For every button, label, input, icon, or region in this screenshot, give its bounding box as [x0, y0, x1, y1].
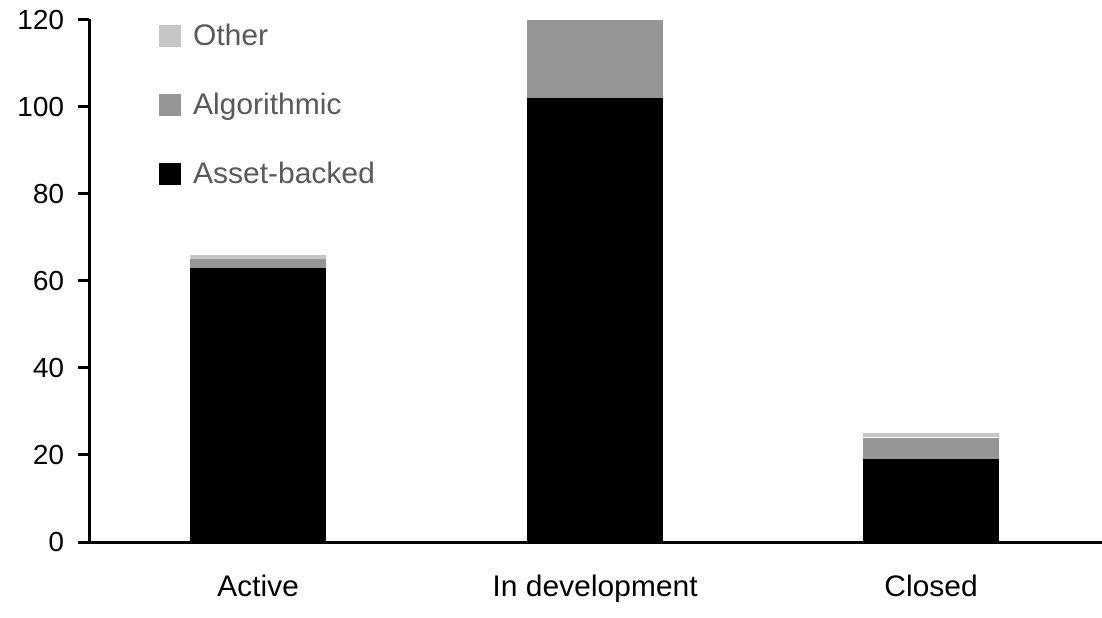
- legend-item-asset-backed: Asset-backed: [159, 159, 375, 189]
- bar-segment-asset-backed-active: [190, 267, 326, 542]
- x-axis-line: [78, 541, 1102, 544]
- bar-segment-algorithmic-closed: [863, 437, 999, 460]
- legend-label-other: Other: [193, 19, 269, 52]
- y-tick-label: 0: [48, 526, 64, 557]
- y-tick-mark: [78, 18, 89, 21]
- y-tick-mark: [78, 540, 89, 544]
- legend-label-algorithmic: Algorithmic: [193, 88, 342, 121]
- x-axis-label-closed: Closed: [884, 570, 978, 603]
- y-tick-label: 40: [32, 351, 64, 383]
- bar-segment-algorithmic-active: [190, 258, 326, 268]
- legend-item-algorithmic: Algorithmic: [159, 90, 375, 120]
- y-tick-label: 100: [17, 90, 64, 122]
- y-tick-mark: [78, 105, 89, 109]
- y-tick-label: 120: [17, 3, 64, 35]
- bar-segment-other-active: [190, 254, 326, 259]
- legend-swatch-other: [159, 25, 181, 47]
- bar-segment-algorithmic-in-development: [527, 19, 663, 98]
- legend-swatch-algorithmic: [159, 94, 181, 116]
- legend-label-asset-backed: Asset-backed: [193, 157, 375, 190]
- y-tick-mark: [78, 366, 89, 370]
- legend-swatch-asset-backed: [159, 163, 181, 185]
- y-tick-mark: [78, 453, 89, 457]
- bar-segment-asset-backed-in-development: [527, 97, 663, 542]
- bar-segment-asset-backed-closed: [863, 459, 999, 542]
- x-axis-label-active: Active: [217, 570, 299, 603]
- bar-segment-other-closed: [863, 433, 999, 438]
- y-tick-mark: [78, 279, 89, 283]
- y-tick-label: 20: [32, 438, 64, 470]
- legend: Other Algorithmic Asset-backed: [159, 21, 375, 232]
- x-axis-label-in-development: In development: [492, 570, 698, 603]
- y-tick-label: 80: [32, 177, 64, 209]
- y-tick-label: 60: [32, 264, 64, 296]
- y-axis-line: [88, 19, 91, 544]
- legend-item-other: Other: [159, 21, 375, 51]
- y-tick-mark: [78, 192, 89, 196]
